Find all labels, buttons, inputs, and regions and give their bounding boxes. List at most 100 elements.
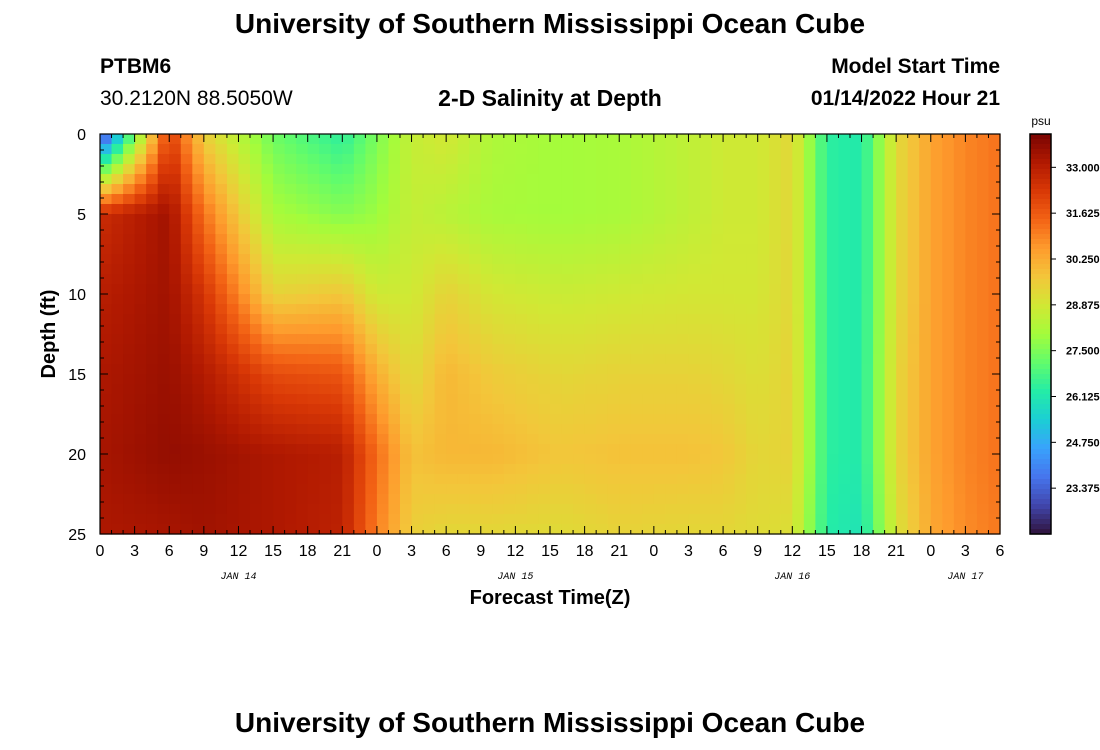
heatmap-cell	[723, 334, 736, 345]
heatmap-cell	[757, 214, 770, 225]
heatmap-cell	[376, 164, 390, 175]
heatmap-cell	[815, 244, 828, 255]
x-tick-label: 9	[753, 543, 762, 560]
heatmap-cell	[850, 164, 863, 175]
heatmap-cell	[976, 354, 990, 365]
heatmap-cell	[734, 274, 747, 285]
heatmap-cell	[273, 404, 286, 415]
heatmap-cell	[469, 134, 482, 145]
heatmap-cell	[342, 164, 355, 175]
heatmap-cell	[434, 244, 447, 255]
heatmap-cell	[642, 354, 655, 365]
heatmap-cell	[757, 264, 770, 275]
heatmap-cell	[861, 264, 874, 275]
heatmap-cell	[734, 404, 747, 415]
heatmap-cell	[607, 274, 620, 285]
heatmap-cell	[226, 244, 240, 255]
heatmap-cell	[723, 424, 736, 435]
heatmap-cell	[457, 504, 470, 515]
heatmap-cell	[146, 224, 159, 235]
heatmap-cell	[619, 294, 632, 305]
heatmap-cell	[400, 314, 413, 325]
heatmap-cell	[630, 264, 643, 275]
heatmap-cell	[250, 254, 263, 265]
heatmap-cell	[976, 134, 990, 145]
heatmap-cell	[365, 204, 378, 215]
heatmap-cell	[780, 154, 793, 165]
heatmap-cell	[250, 444, 263, 455]
heatmap-cell	[653, 174, 666, 185]
heatmap-cell	[365, 404, 378, 415]
heatmap-cell	[873, 234, 886, 245]
heatmap-cell	[896, 294, 909, 305]
heatmap-cell	[123, 174, 136, 185]
heatmap-cell	[307, 494, 320, 505]
heatmap-cell	[146, 304, 159, 315]
heatmap-cell	[400, 374, 413, 385]
heatmap-cell	[492, 284, 505, 295]
heatmap-cell	[815, 444, 828, 455]
heatmap-cell	[942, 244, 955, 255]
heatmap-cell	[930, 144, 943, 155]
heatmap-cell	[365, 174, 378, 185]
heatmap-cell	[780, 264, 793, 275]
heatmap-cell	[700, 524, 713, 535]
heatmap-cell	[988, 454, 1001, 465]
heatmap-cell	[676, 454, 690, 465]
heatmap-cell	[400, 334, 413, 345]
heatmap-cell	[111, 394, 124, 405]
x-tick-label: 18	[576, 543, 594, 560]
heatmap-cell	[146, 394, 159, 405]
heatmap-cell	[734, 144, 747, 155]
heatmap-cell	[919, 294, 932, 305]
heatmap-cell	[930, 184, 943, 195]
heatmap-cell	[411, 194, 424, 205]
heatmap-cell	[942, 134, 955, 145]
heatmap-cell	[284, 254, 297, 265]
heatmap-cell	[434, 504, 447, 515]
heatmap-cell	[653, 434, 666, 445]
heatmap-cell	[619, 494, 632, 505]
heatmap-cell	[319, 374, 332, 385]
colorbar-segment	[1030, 189, 1051, 195]
heatmap-cell	[100, 484, 113, 495]
heatmap-cell	[457, 344, 470, 355]
heatmap-cell	[792, 234, 805, 245]
heatmap-cell	[192, 244, 205, 255]
heatmap-cell	[526, 134, 540, 145]
heatmap-cell	[850, 334, 863, 345]
heatmap-cell	[273, 504, 286, 515]
heatmap-cell	[896, 254, 909, 265]
heatmap-cell	[134, 484, 147, 495]
heatmap-cell	[573, 494, 586, 505]
heatmap-cell	[100, 344, 113, 355]
heatmap-cell	[469, 374, 482, 385]
heatmap-cell	[838, 244, 851, 255]
heatmap-cell	[353, 324, 366, 335]
heatmap-cell	[873, 144, 886, 155]
heatmap-cell	[526, 394, 540, 405]
heatmap-cell	[157, 364, 170, 375]
heatmap-cell	[134, 284, 147, 295]
heatmap-cell	[273, 374, 286, 385]
heatmap-cell	[965, 284, 978, 295]
heatmap-cell	[988, 154, 1001, 165]
heatmap-cell	[630, 334, 643, 345]
heatmap-cell	[953, 294, 966, 305]
heatmap-cell	[907, 204, 920, 215]
heatmap-cell	[988, 464, 1001, 475]
heatmap-cell	[434, 354, 447, 365]
heatmap-cell	[584, 394, 597, 405]
heatmap-cell	[676, 154, 690, 165]
heatmap-cell	[965, 364, 978, 375]
heatmap-cell	[584, 134, 597, 145]
heatmap-cell	[965, 474, 978, 485]
heatmap-cell	[688, 364, 701, 375]
heatmap-cell	[111, 474, 124, 485]
heatmap-cell	[111, 264, 124, 275]
heatmap-cell	[400, 264, 413, 275]
heatmap-cell	[769, 364, 782, 375]
heatmap-cell	[780, 494, 793, 505]
heatmap-cell	[653, 284, 666, 295]
heatmap-cell	[492, 374, 505, 385]
